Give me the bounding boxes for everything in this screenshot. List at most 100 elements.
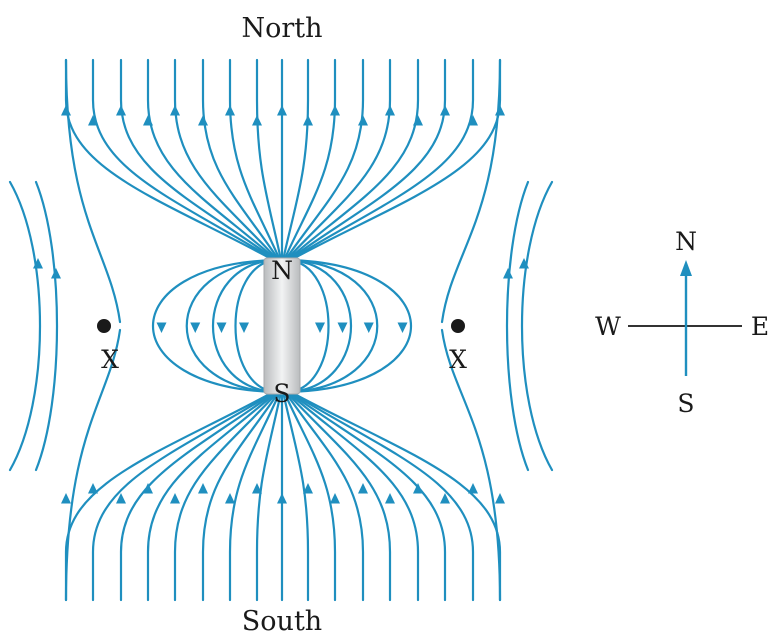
field-arrow-up xyxy=(198,115,208,126)
magnet-north-label: N xyxy=(271,256,293,285)
field-line-bottom xyxy=(228,390,282,602)
field-line-top xyxy=(288,58,475,262)
field-line-bottom xyxy=(91,390,276,602)
field-line-side-right xyxy=(505,180,530,472)
field-arrow-up xyxy=(330,105,340,116)
neutral-point-right-dot xyxy=(451,319,465,333)
field-lines xyxy=(8,58,554,602)
field-arrow-down xyxy=(156,322,167,333)
field-arrow-up xyxy=(385,105,395,116)
field-line-bottom xyxy=(286,390,420,602)
field-arrow-up xyxy=(495,105,505,116)
field-arrow-up xyxy=(440,105,450,116)
field-arrow-down xyxy=(190,322,201,333)
field-arrow-up xyxy=(385,493,395,504)
field-loop-left xyxy=(185,258,278,394)
field-arrow-down xyxy=(315,322,325,333)
field-arrow-up xyxy=(116,105,126,116)
geographic-south-label: South xyxy=(242,606,322,637)
field-loop-left xyxy=(211,258,278,394)
field-line-top xyxy=(146,58,278,262)
field-arrow-up xyxy=(225,105,235,116)
field-arrow-up xyxy=(413,483,423,494)
field-line-bottom xyxy=(119,390,277,602)
field-line-side-left xyxy=(34,180,59,472)
field-line-bottom xyxy=(255,390,283,602)
field-arrow-up xyxy=(303,483,313,494)
field-line-bottom xyxy=(285,390,392,602)
field-line-bottom xyxy=(146,390,278,602)
neutral-point-left-dot xyxy=(97,319,111,333)
field-arrow-up xyxy=(330,493,340,504)
field-arrow-up xyxy=(440,493,450,504)
compass-south-label: S xyxy=(677,389,694,418)
field-arrow-up xyxy=(303,115,313,126)
field-arrow-up xyxy=(51,268,61,279)
field-arrow-up xyxy=(468,115,478,126)
field-arrow-up xyxy=(358,483,368,494)
field-line-bottom xyxy=(287,390,447,602)
field-arrow-down xyxy=(397,322,408,333)
field-arrow-down xyxy=(337,322,348,333)
field-arrow-up xyxy=(61,105,71,116)
field-line-top xyxy=(91,58,276,262)
field-line-top xyxy=(285,58,392,262)
field-arrow-up xyxy=(170,493,180,504)
field-line-top xyxy=(281,58,310,262)
field-arrow-up xyxy=(198,483,208,494)
field-arrow-up xyxy=(143,115,153,126)
field-line-bottom xyxy=(64,390,275,602)
field-arrow-up xyxy=(277,493,287,504)
field-arrow-up xyxy=(33,258,43,269)
magnet-south-label: S xyxy=(273,379,290,408)
field-line-top xyxy=(287,58,447,262)
field-line-bottom xyxy=(284,390,365,602)
field-arrow-down xyxy=(239,322,249,333)
field-line-top xyxy=(119,58,277,262)
field-loop-left xyxy=(151,258,278,394)
field-line-bottom xyxy=(289,390,502,602)
field-arrow-up xyxy=(495,493,505,504)
field-loop-left xyxy=(234,258,278,394)
field-loop-right xyxy=(286,258,353,394)
bar-magnet: N S xyxy=(263,256,301,408)
field-line-top xyxy=(286,58,420,262)
field-arrow-up xyxy=(116,493,126,504)
compass-north-label: N xyxy=(675,227,697,256)
field-arrow-down xyxy=(216,322,227,333)
field-line-bottom xyxy=(288,390,475,602)
field-line-top xyxy=(289,58,502,262)
compass-east-label: E xyxy=(751,312,769,341)
compass-west-label: W xyxy=(595,312,621,341)
field-line-top xyxy=(228,58,282,262)
neutral-point-left-label: X xyxy=(101,345,119,374)
geographic-north-label: North xyxy=(241,13,322,44)
field-arrow-up xyxy=(519,258,529,269)
field-direction-arrows xyxy=(33,105,529,504)
field-arrow-up xyxy=(170,105,180,116)
field-arrow-up xyxy=(88,483,98,494)
neutral-point-right-label: X xyxy=(449,345,467,374)
field-line-side-right xyxy=(520,180,554,472)
field-line-side-left xyxy=(8,180,42,472)
field-loop-right xyxy=(286,258,330,394)
field-line-bottom xyxy=(283,390,337,602)
field-line-bottom xyxy=(201,390,280,602)
field-loop-right xyxy=(286,258,413,394)
field-arrow-up xyxy=(252,483,262,494)
field-arrow-up xyxy=(225,493,235,504)
field-line-neutral xyxy=(64,328,122,602)
field-arrow-up xyxy=(61,493,71,504)
field-line-bottom xyxy=(281,390,310,602)
compass-rose-icon: N S W E xyxy=(595,227,769,418)
field-line-bottom xyxy=(173,390,279,602)
field-line-top xyxy=(255,58,283,262)
field-line-top xyxy=(283,58,337,262)
field-arrow-up xyxy=(143,483,153,494)
field-line-top xyxy=(284,58,365,262)
field-arrow-up xyxy=(88,115,98,126)
field-arrow-up xyxy=(252,115,262,126)
field-line-top xyxy=(201,58,280,262)
field-arrow-up xyxy=(277,105,287,116)
